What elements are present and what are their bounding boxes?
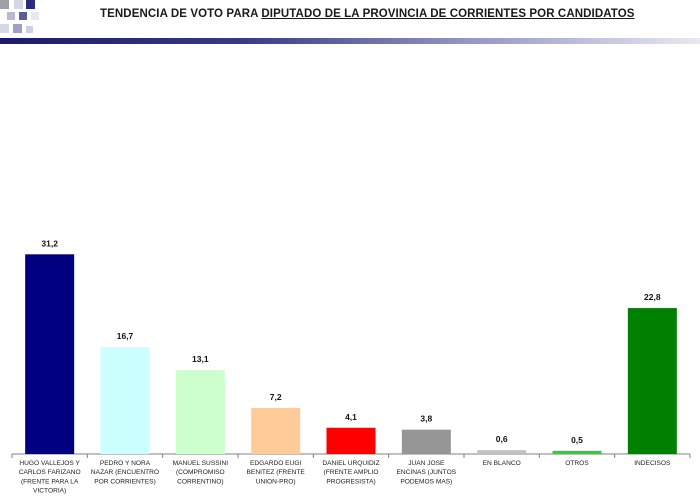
value-label: 4,1	[345, 412, 357, 422]
header: TENDENCIA DE VOTO PARA DIPUTADO DE LA PR…	[0, 0, 700, 48]
value-label: 16,7	[117, 331, 134, 341]
value-label: 0,5	[571, 435, 583, 445]
category-label-line: ENCINAS (JUNTOS	[397, 469, 457, 476]
bar	[326, 427, 376, 454]
category-label-line: (FRENTE AMPLIO	[324, 469, 379, 476]
title-prefix: TENDENCIA DE VOTO PARA	[100, 8, 262, 20]
bar	[401, 429, 451, 454]
decorative-squares-logo	[0, 0, 50, 38]
category-label: EDGARDO EUGI BENITEZ (FRENTE UNION-PRO)	[247, 460, 306, 485]
category-label-line: HUGO VALLEJOS Y	[19, 460, 80, 467]
category-label-line: PROGRESISTA)	[326, 478, 375, 485]
value-label: 0,6	[496, 434, 508, 444]
category-label-line: NAZAR (ENCUENTRO	[91, 469, 159, 476]
value-label: 22,8	[644, 292, 661, 302]
category-label-line: PODEMOS MAS)	[400, 478, 452, 485]
page-title: TENDENCIA DE VOTO PARA DIPUTADO DE LA PR…	[100, 8, 635, 20]
x-axis-ticks	[11, 454, 691, 458]
value-label: 31,2	[41, 238, 58, 248]
value-label: 13,1	[192, 354, 209, 364]
bar	[552, 450, 602, 454]
category-label-line: CARLOS FARIZANO	[19, 469, 81, 476]
title-underlined: DIPUTADO DE LA PROVINCIA DE CORRIENTES P…	[261, 8, 635, 20]
category-label: OTROS	[565, 460, 589, 467]
category-label-line: UNION-PRO)	[256, 478, 296, 485]
bar	[251, 407, 301, 454]
category-label-line: MANUEL SUSSINI	[173, 460, 229, 467]
title-gradient-bar	[0, 38, 700, 44]
category-label-line: VICTORIA)	[33, 488, 66, 495]
category-label: DANIEL URQUIDIZ (FRENTE AMPLIO PROGRESISTA…	[322, 460, 379, 485]
category-labels-group: HUGO VALLEJOS Y CARLOS FARIZANO (FRENTE PA…	[19, 460, 671, 495]
category-label: EN BLANCO	[483, 460, 521, 467]
category-label-line: DANIEL URQUIDIZ	[322, 460, 379, 467]
category-label-line: (FRENTE PARA LA	[21, 478, 79, 485]
value-label: 3,8	[420, 414, 432, 424]
bar	[175, 370, 225, 454]
category-label-line: OTROS	[565, 460, 589, 467]
category-label-line: INDECISOS	[634, 460, 671, 467]
bars-group	[25, 254, 677, 454]
category-label-line: BENITEZ (FRENTE	[247, 469, 306, 476]
category-label-line: EDGARDO EUGI	[250, 460, 301, 467]
category-label-line: PEDRO Y NORA	[100, 460, 151, 467]
category-label-line: JUAN JOSE	[408, 460, 445, 467]
bar	[627, 308, 677, 454]
category-label-line: CORRENTINO)	[177, 478, 224, 485]
bar	[100, 347, 150, 454]
category-label-line: POR CORRIENTES)	[94, 478, 156, 485]
bar	[477, 450, 527, 454]
category-label: MANUEL SUSSINI (COMPROMISO CORRENTINO)	[173, 460, 229, 485]
value-labels-group: 31,2 16,7 13,1 7,2 4,1 3,8 0,6 0,5 22,8	[41, 238, 660, 444]
category-label: PEDRO Y NORA NAZAR (ENCUENTRO POR CORRIENT…	[91, 460, 159, 485]
value-label: 7,2	[270, 392, 282, 402]
category-label: HUGO VALLEJOS Y CARLOS FARIZANO (FRENTE PA…	[19, 460, 81, 495]
category-label: JUAN JOSE ENCINAS (JUNTOS PODEMOS MAS)	[397, 460, 457, 485]
bar	[25, 254, 75, 454]
category-label-line: EN BLANCO	[483, 460, 521, 467]
category-label-line: (COMPROMISO	[176, 469, 225, 476]
category-label: INDECISOS	[634, 460, 671, 467]
